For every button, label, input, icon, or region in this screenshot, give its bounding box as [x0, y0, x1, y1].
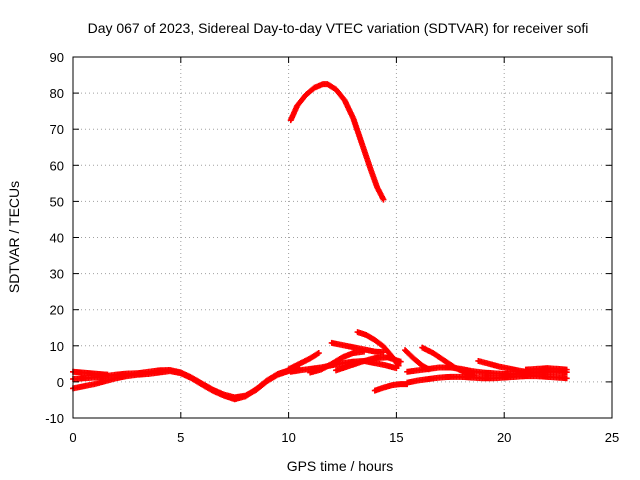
y-tick-label: 50 — [50, 194, 64, 209]
y-tick-label: 70 — [50, 122, 64, 137]
series-track-b — [70, 367, 292, 403]
x-tick-label: 20 — [497, 430, 511, 445]
y-axis-label: SDTVAR / TECUs — [6, 181, 22, 293]
gridlines — [73, 57, 612, 418]
y-tick-label: 30 — [50, 267, 64, 282]
x-tick-label: 10 — [281, 430, 295, 445]
y-tick-label: 20 — [50, 303, 64, 318]
series-track-c — [70, 368, 111, 378]
x-tick-label: 25 — [605, 430, 619, 445]
axis-ticks: 0 5 10 15 20 25 -10 0 10 20 30 40 50 60 70 80 90 — [45, 50, 619, 445]
y-tick-label: 90 — [50, 50, 64, 65]
data-point — [471, 372, 478, 379]
x-tick-label: 5 — [177, 430, 184, 445]
series-track-p — [475, 357, 534, 376]
data-point — [425, 366, 432, 373]
series-track-h — [328, 339, 387, 356]
data-point — [395, 362, 402, 369]
x-axis-label: GPS time / hours — [287, 458, 394, 474]
data-point — [563, 375, 570, 382]
series-track-j — [354, 329, 402, 369]
y-tick-label: 80 — [50, 86, 64, 101]
series-track-i — [333, 354, 404, 374]
y-tick-label: -10 — [45, 411, 64, 426]
x-tick-label: 0 — [69, 430, 76, 445]
data-points — [70, 81, 570, 403]
series-track-o — [419, 344, 478, 379]
x-tick-label: 15 — [389, 430, 403, 445]
y-tick-label: 10 — [50, 339, 64, 354]
series-track-n — [402, 347, 432, 373]
data-point — [380, 196, 387, 203]
y-tick-label: 0 — [57, 375, 64, 390]
series-track-m — [404, 373, 570, 386]
series-track-q — [522, 365, 570, 373]
chart-title: Day 067 of 2023, Sidereal Day-to-day VTE… — [88, 20, 589, 36]
y-tick-label: 40 — [50, 231, 64, 246]
data-point — [315, 350, 322, 357]
data-point — [104, 371, 111, 378]
y-tick-label: 60 — [50, 158, 64, 173]
series-track-f — [285, 350, 322, 373]
series-track-d — [287, 81, 387, 203]
data-point — [563, 366, 570, 373]
